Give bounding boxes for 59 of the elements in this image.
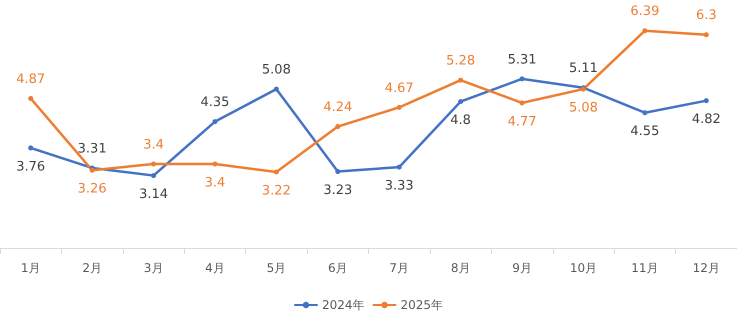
data-label: 5.08 (568, 100, 598, 116)
data-label: 6.3 (696, 8, 717, 24)
point (335, 169, 340, 174)
data-label: 4.35 (200, 95, 230, 110)
x-tick-label: 12月 (692, 261, 720, 275)
x-tick-label: 4月 (205, 261, 225, 275)
legend-label: 2025年 (400, 298, 444, 312)
point (704, 32, 709, 38)
data-label: 4.8 (450, 113, 471, 128)
data-label: 3.23 (323, 183, 352, 198)
x-tick-label: 3月 (144, 261, 164, 275)
point (28, 96, 34, 101)
x-tick-label: 7月 (389, 261, 410, 275)
x-tick-label: 11月 (631, 261, 659, 275)
data-label: 3.33 (384, 178, 414, 194)
x-tick-label: 8月 (450, 261, 470, 275)
point (458, 99, 464, 104)
point (151, 173, 156, 178)
data-label: 5.11 (568, 61, 598, 76)
data-label: 4.87 (16, 72, 46, 87)
data-label: 4.82 (692, 112, 721, 128)
data-label: 4.67 (384, 80, 414, 96)
data-label: 3.22 (262, 184, 291, 198)
point (151, 161, 156, 166)
point (458, 78, 464, 83)
point (396, 164, 402, 170)
data-label: 3.4 (204, 175, 226, 190)
data-label: 5.08 (262, 62, 291, 78)
data-label: 4.77 (508, 114, 537, 130)
legend-label: 2024年 (322, 298, 365, 312)
data-label: 3.14 (139, 187, 168, 202)
point (212, 119, 218, 124)
x-tick-label: 1月 (20, 261, 41, 275)
x-tick-label: 5月 (266, 261, 286, 275)
data-label: 3.31 (78, 141, 107, 156)
data-label: 4.24 (323, 100, 352, 116)
x-tick-label: 10月 (570, 261, 598, 275)
data-label: 5.28 (446, 54, 476, 69)
x-tick-label: 2月 (82, 261, 102, 275)
data-label: 4.55 (630, 124, 660, 140)
point (90, 168, 95, 173)
data-label: 3.26 (78, 182, 107, 197)
point (642, 110, 648, 116)
data-label: 3.4 (143, 137, 164, 152)
x-tick-label: 6月 (328, 261, 348, 275)
point (274, 170, 279, 174)
point (396, 104, 402, 110)
x-tick-label: 9月 (512, 261, 532, 275)
data-label: 6.39 (630, 4, 660, 20)
point (520, 100, 525, 106)
point (520, 76, 525, 82)
point (28, 145, 34, 150)
point (212, 161, 218, 166)
point (704, 98, 709, 104)
data-label: 3.76 (16, 159, 46, 174)
point (274, 86, 279, 92)
point (335, 124, 340, 130)
point (642, 28, 648, 34)
data-label: 5.31 (508, 52, 537, 68)
